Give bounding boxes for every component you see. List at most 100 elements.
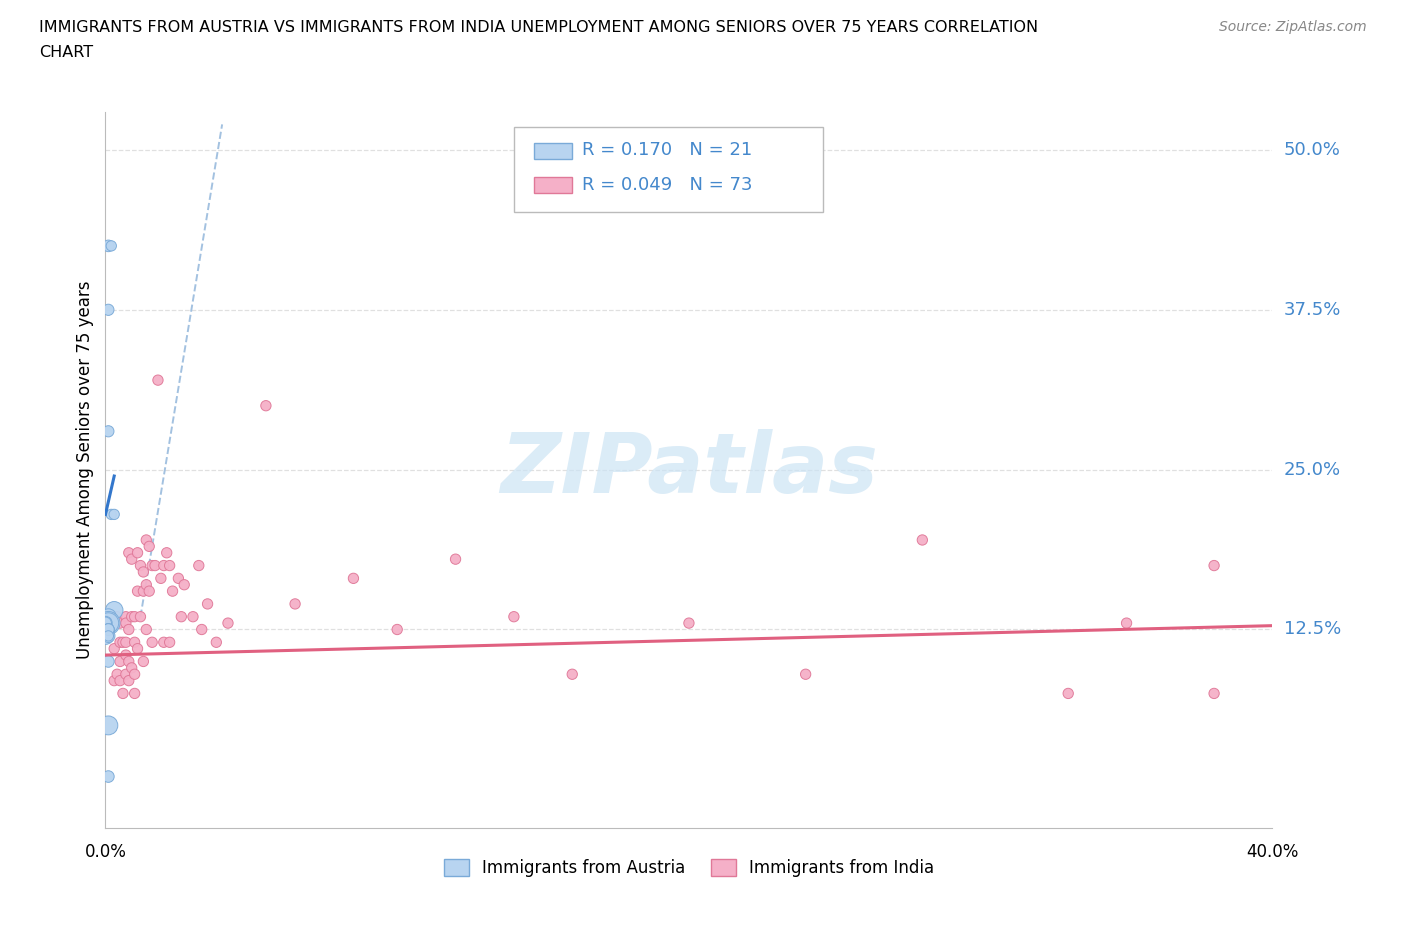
Point	[118, 545, 141, 560]
Point	[111, 686, 134, 701]
Point	[108, 616, 131, 631]
Point	[135, 533, 157, 548]
Point	[115, 647, 138, 662]
Point	[141, 558, 163, 573]
Text: IMMIGRANTS FROM AUSTRIA VS IMMIGRANTS FROM INDIA UNEMPLOYMENT AMONG SENIORS OVER: IMMIGRANTS FROM AUSTRIA VS IMMIGRANTS FR…	[39, 20, 1039, 35]
Point	[97, 629, 120, 644]
Text: 50.0%: 50.0%	[1284, 141, 1340, 159]
Point	[162, 584, 184, 599]
Point	[97, 238, 120, 253]
Point	[124, 609, 146, 624]
Point	[97, 616, 120, 631]
Point	[143, 558, 166, 573]
Y-axis label: Unemployment Among Seniors over 75 years: Unemployment Among Seniors over 75 years	[76, 281, 94, 658]
Point	[385, 622, 409, 637]
Point	[97, 622, 120, 637]
Point	[190, 622, 212, 637]
Point	[156, 545, 179, 560]
Point	[94, 629, 117, 644]
Text: Source: ZipAtlas.com: Source: ZipAtlas.com	[1219, 20, 1367, 34]
Point	[108, 673, 131, 688]
Point	[121, 551, 143, 566]
Point	[118, 673, 141, 688]
Point	[132, 565, 155, 579]
Text: 25.0%: 25.0%	[1284, 460, 1341, 479]
Point	[159, 635, 181, 650]
Point	[217, 616, 239, 631]
Point	[105, 609, 128, 624]
Point	[284, 596, 307, 611]
Point	[197, 596, 219, 611]
Point	[103, 642, 125, 657]
Legend: Immigrants from Austria, Immigrants from India: Immigrants from Austria, Immigrants from…	[437, 852, 941, 883]
Point	[254, 398, 277, 413]
Point	[205, 635, 228, 650]
Point	[97, 654, 120, 669]
Point	[159, 558, 181, 573]
Text: ZIPatlas: ZIPatlas	[501, 429, 877, 511]
Point	[103, 603, 125, 618]
Text: R = 0.049   N = 73: R = 0.049 N = 73	[582, 176, 752, 193]
Point	[105, 667, 128, 682]
Bar	[534, 143, 572, 159]
Point	[121, 609, 143, 624]
Point	[181, 609, 204, 624]
Point	[97, 769, 120, 784]
Point	[678, 616, 700, 631]
Point	[153, 558, 174, 573]
Point	[94, 616, 117, 631]
Point	[97, 424, 120, 439]
Point	[97, 622, 120, 637]
Text: CHART: CHART	[39, 45, 93, 60]
Point	[115, 635, 138, 650]
Point	[127, 545, 149, 560]
Point	[794, 667, 817, 682]
Point	[561, 667, 583, 682]
Point	[444, 551, 467, 566]
Point	[1202, 686, 1225, 701]
FancyBboxPatch shape	[515, 127, 823, 212]
Point	[97, 629, 120, 644]
Point	[153, 635, 174, 650]
Point	[118, 622, 141, 637]
Point	[127, 584, 149, 599]
Point	[138, 539, 160, 554]
Point	[129, 558, 152, 573]
Point	[911, 533, 934, 548]
Point	[1202, 558, 1225, 573]
Point	[135, 578, 157, 592]
Point	[187, 558, 209, 573]
Point	[111, 635, 134, 650]
Point	[173, 578, 195, 592]
Text: 40.0%: 40.0%	[1246, 844, 1299, 861]
Point	[103, 673, 125, 688]
Point	[115, 616, 138, 631]
Point	[124, 686, 146, 701]
Point	[135, 622, 157, 637]
Point	[121, 660, 143, 675]
Point	[167, 571, 190, 586]
Text: 0.0%: 0.0%	[84, 844, 127, 861]
Point	[97, 616, 120, 631]
Point	[1057, 686, 1080, 701]
Point	[342, 571, 364, 586]
Point	[108, 654, 131, 669]
Point	[132, 584, 155, 599]
Point	[97, 622, 120, 637]
Text: 12.5%: 12.5%	[1284, 620, 1341, 639]
Point	[100, 507, 122, 522]
Point	[115, 667, 138, 682]
Text: 37.5%: 37.5%	[1284, 300, 1341, 319]
Point	[97, 718, 120, 733]
Point	[118, 654, 141, 669]
Point	[1115, 616, 1137, 631]
Text: R = 0.170   N = 21: R = 0.170 N = 21	[582, 141, 752, 159]
Point	[100, 238, 122, 253]
Point	[141, 635, 163, 650]
Point	[97, 302, 120, 317]
Point	[97, 609, 120, 624]
Point	[94, 616, 117, 631]
Point	[108, 635, 131, 650]
Point	[149, 571, 172, 586]
Point	[503, 609, 526, 624]
